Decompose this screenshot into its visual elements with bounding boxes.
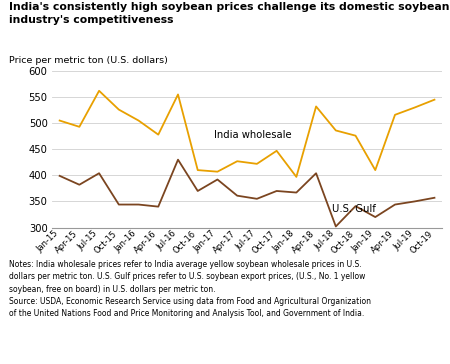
Text: Price per metric ton (U.S. dollars): Price per metric ton (U.S. dollars) [9,56,168,65]
Text: India's consistently high soybean prices challenge its domestic soybean processi: India's consistently high soybean prices… [9,2,450,12]
Text: India wholesale: India wholesale [213,130,291,140]
Text: Notes: India wholesale prices refer to India average yellow soybean wholesale pr: Notes: India wholesale prices refer to I… [9,260,371,318]
Text: U.S. Gulf: U.S. Gulf [332,204,376,214]
Text: industry's competitiveness: industry's competitiveness [9,15,174,25]
